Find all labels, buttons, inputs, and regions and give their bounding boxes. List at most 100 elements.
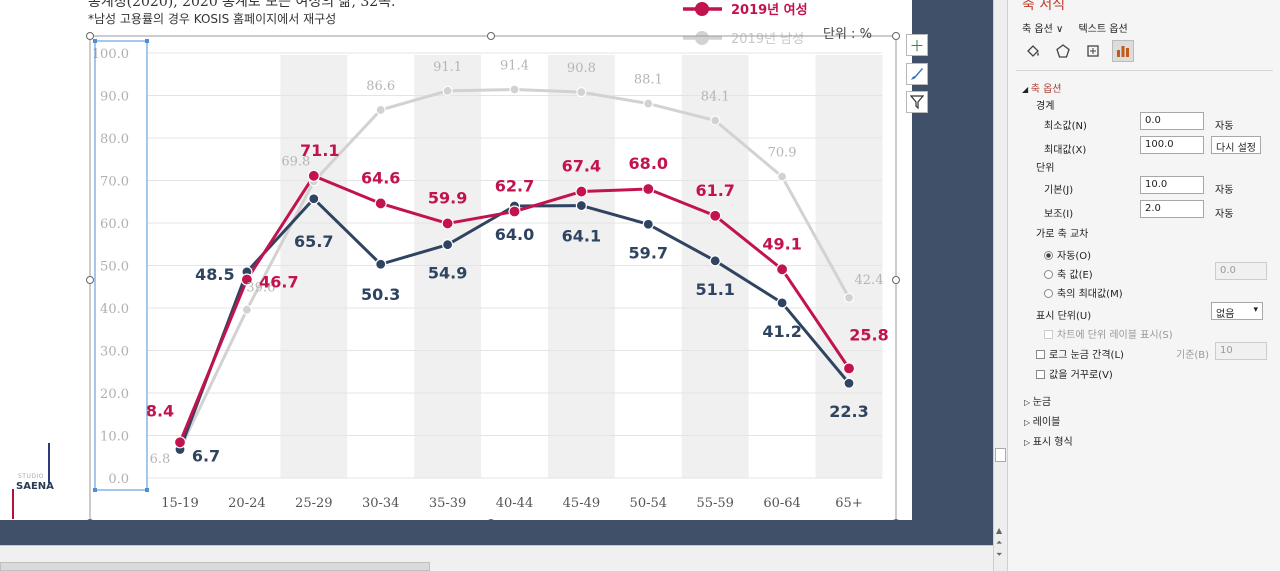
max-input[interactable]: 100.0 xyxy=(1140,136,1204,154)
legend-marker-male_2019 xyxy=(695,31,709,45)
chart-elements-button[interactable]: ＋ xyxy=(906,34,928,56)
minor-state: 자동 xyxy=(1215,209,1234,220)
line-chart[interactable]: 0.0 10.0 20.0 30.0 40.0 50.0 60.0 70.0 80.0 90.0 1… xyxy=(0,0,912,530)
log-scale-checkbox[interactable]: 로그 눈금 간격(L) xyxy=(1036,346,1124,361)
legend-label-female: 2019년 여성 xyxy=(731,2,808,18)
section-labels[interactable]: ▷ 레이블 xyxy=(1024,417,1061,428)
data-label-male: 64.0 xyxy=(495,225,534,244)
chart-filters-button[interactable] xyxy=(906,91,928,113)
horizontal-scroll-thumb[interactable] xyxy=(0,562,430,571)
vertical-scrollbar[interactable]: ▲ ⏶ ⏷ xyxy=(993,0,1007,571)
point-female xyxy=(842,362,856,375)
data-label-male_2019: 86.6 xyxy=(366,79,395,94)
fill-line-icon[interactable] xyxy=(1022,40,1044,62)
min-state: 자동 xyxy=(1215,121,1234,132)
resize-handle xyxy=(892,276,900,284)
point-male_2019 xyxy=(375,104,386,116)
point-male_2019 xyxy=(643,98,654,109)
section-tick-marks[interactable]: ▷ 눈금 xyxy=(1024,397,1052,408)
section-number-format[interactable]: ▷ 표시 형식 xyxy=(1024,437,1073,448)
y-tick-label: 90.0 xyxy=(100,90,129,105)
cross-auto-radio[interactable]: 자동(O) xyxy=(1044,247,1091,262)
major-input[interactable]: 10.0 xyxy=(1140,176,1204,194)
cross-value-input[interactable]: 0.0 xyxy=(1215,262,1267,280)
cross-value-radio[interactable]: 축 값(E) xyxy=(1044,266,1093,281)
point-male xyxy=(308,193,320,205)
band-25-29 xyxy=(280,55,348,478)
data-label-female: 59.9 xyxy=(428,188,467,207)
chart-styles-button[interactable] xyxy=(906,63,928,85)
band-65+ xyxy=(815,55,883,478)
data-labels: 6.8 39.6 69.8 86.6 91.1 91.4 90.8 88.1 84.1 70.9 4… xyxy=(146,59,889,468)
data-label-male: 64.1 xyxy=(562,227,601,246)
axis-handle xyxy=(145,39,149,43)
y-tick-label: 30.0 xyxy=(100,345,129,360)
chart-subtitle: *남성 고용률의 경우 KOSIS 홈페이지에서 재구성 xyxy=(88,12,337,26)
axis-options-icon[interactable] xyxy=(1112,40,1134,62)
point-female xyxy=(709,209,722,222)
y-axis-tick-labels: 0.0 10.0 20.0 30.0 40.0 50.0 60.0 70.0 80.0 90.0 1… xyxy=(92,47,129,487)
x-axis-tick-labels: 15-19 20-24 25-29 30-34 35-39 40-44 45-49 50-54… xyxy=(161,496,862,511)
pane-tabs: 축 옵션 ∨ 텍스트 옵션 xyxy=(1022,20,1140,35)
filter-icon xyxy=(910,95,924,109)
reverse-checkbox[interactable]: 값을 거꾸로(V) xyxy=(1036,366,1113,381)
log-base-label: 기준(B) xyxy=(1176,350,1210,361)
tab-text-options[interactable]: 텍스트 옵션 xyxy=(1078,24,1128,35)
max-reset-button[interactable]: 다시 설정 xyxy=(1211,136,1261,154)
y-tick-label: 100.0 xyxy=(92,47,129,62)
data-label-male_2019: 90.8 xyxy=(567,61,596,76)
data-label-female: 64.6 xyxy=(361,168,400,187)
data-label-male: 50.3 xyxy=(361,285,400,304)
display-units-select[interactable]: 없음 xyxy=(1211,302,1263,320)
pane-icon-tabs xyxy=(1022,40,1134,62)
tab-axis-options[interactable]: 축 옵션 ∨ xyxy=(1022,24,1064,35)
x-tick-label: 45-49 xyxy=(563,496,600,511)
point-male xyxy=(776,297,788,309)
data-label-male_2019: 39.6 xyxy=(246,281,275,296)
point-male xyxy=(709,255,721,267)
data-label-male_2019: 42.4 xyxy=(855,273,884,288)
data-label-male: 41.2 xyxy=(762,322,801,341)
min-label: 최소값(N) xyxy=(1044,121,1087,132)
axis-handle xyxy=(145,488,149,492)
size-properties-icon[interactable] xyxy=(1082,40,1104,62)
minor-input[interactable]: 2.0 xyxy=(1140,200,1204,218)
legend: 2019년 여성 2019년 남성 xyxy=(683,2,808,47)
vertical-scroll-thumb[interactable] xyxy=(995,448,1006,462)
show-units-label-checkbox[interactable]: 차트에 단위 레이블 표시(S) xyxy=(1044,326,1173,341)
cross-max-radio[interactable]: 축의 최대값(M) xyxy=(1044,285,1123,300)
x-tick-label: 65+ xyxy=(835,496,862,511)
y-tick-label: 40.0 xyxy=(100,302,129,317)
x-tick-label: 30-34 xyxy=(362,496,399,511)
legend-label-male_2019: 2019년 남성 xyxy=(731,32,804,47)
minor-label: 보조(I) xyxy=(1044,209,1074,220)
point-male_2019 xyxy=(241,304,252,315)
unit-label: 단위 : % xyxy=(823,27,872,42)
point-female xyxy=(307,169,320,182)
section-axis-options[interactable]: ◢ 축 옵션 xyxy=(1022,84,1062,95)
log-base-input[interactable]: 10 xyxy=(1215,342,1267,360)
format-axis-pane: 축 서식 축 옵션 ∨ 텍스트 옵션 ◢ 축 옵션 경계 최소값(N) 0.0 … xyxy=(1007,0,1280,571)
point-male xyxy=(843,377,855,389)
data-label-female: 8.4 xyxy=(146,401,174,420)
next-slide-icon[interactable]: ⏷ xyxy=(996,550,1003,559)
point-female xyxy=(374,197,387,210)
resize-handle xyxy=(487,32,495,40)
scroll-up-icon[interactable]: ▲ xyxy=(996,526,1003,535)
y-tick-label: 70.0 xyxy=(100,175,129,190)
max-label: 최대값(X) xyxy=(1044,145,1087,156)
gridlines xyxy=(148,52,882,479)
prev-slide-icon[interactable]: ⏶ xyxy=(996,538,1003,547)
point-male_2019 xyxy=(509,84,520,95)
point-male xyxy=(442,239,454,251)
effects-icon[interactable] xyxy=(1052,40,1074,62)
data-label-male_2019: 88.1 xyxy=(634,73,663,88)
age-bands xyxy=(280,55,883,478)
brush-icon xyxy=(911,68,923,80)
pane-title: 축 서식 xyxy=(1022,0,1066,13)
series-points xyxy=(173,84,856,456)
data-label-female: 61.7 xyxy=(695,181,734,200)
data-label-female: 68.0 xyxy=(629,154,668,173)
min-input[interactable]: 0.0 xyxy=(1140,112,1204,130)
data-label-male: 51.1 xyxy=(695,280,734,299)
